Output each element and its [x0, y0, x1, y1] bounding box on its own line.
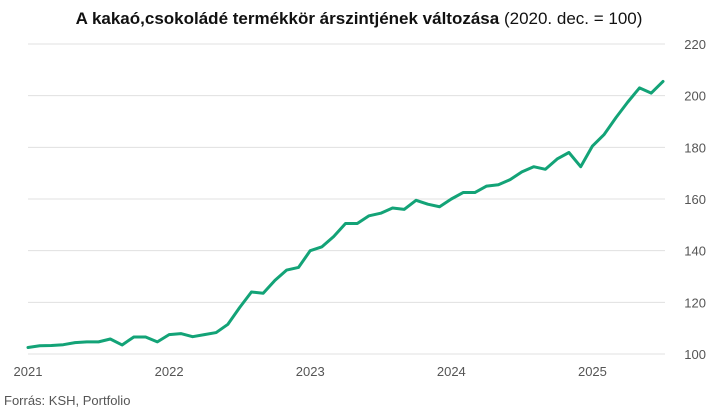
data-point — [661, 80, 665, 83]
data-point — [356, 222, 359, 225]
data-point — [344, 222, 347, 225]
y-axis-tick-labels: 100 120 140 160 180 200 220 — [684, 37, 706, 362]
chart-title: A kakaó,csokoládé termékkör árszintjének… — [0, 9, 718, 29]
data-point — [250, 290, 253, 294]
data-point — [438, 205, 441, 208]
data-point — [450, 197, 453, 201]
data-point — [461, 191, 465, 194]
data-point — [403, 208, 406, 211]
chart-title-base-note: (2020. dec. = 100) — [503, 9, 643, 28]
data-point — [379, 212, 382, 215]
data-point — [167, 333, 171, 336]
data-point — [614, 116, 618, 119]
data-point — [414, 199, 418, 202]
data-point — [214, 331, 218, 334]
data-point — [297, 266, 300, 269]
data-point — [603, 133, 606, 136]
y-tick-label: 160 — [684, 192, 706, 207]
data-point — [320, 245, 324, 248]
data-point — [132, 335, 136, 339]
series-line — [26, 79, 665, 350]
data-point — [591, 144, 594, 148]
data-point — [97, 340, 100, 344]
source-note: Forrás: KSH, Portfolio — [4, 393, 131, 408]
data-point — [261, 292, 265, 295]
x-tick-label: 2021 — [14, 364, 43, 379]
grid-lines — [28, 43, 665, 355]
y-tick-label: 100 — [684, 347, 706, 362]
y-tick-label: 200 — [684, 89, 706, 104]
data-point — [555, 157, 559, 161]
data-point — [50, 344, 53, 347]
x-tick-label: 2022 — [155, 364, 184, 379]
data-point — [508, 178, 512, 181]
y-tick-label: 140 — [684, 244, 706, 259]
data-point — [544, 168, 547, 171]
y-tick-label: 220 — [684, 37, 706, 52]
series-layer — [26, 79, 665, 350]
x-tick-label: 2024 — [437, 364, 466, 379]
data-point — [179, 332, 183, 335]
data-point — [156, 340, 159, 344]
data-point — [273, 279, 277, 282]
data-point — [73, 341, 77, 344]
data-point — [626, 100, 629, 104]
y-tick-label: 120 — [684, 295, 706, 310]
data-point — [285, 268, 288, 272]
data-point — [532, 165, 535, 168]
data-point — [109, 337, 112, 341]
data-point — [638, 86, 641, 90]
data-point — [85, 340, 89, 344]
data-point — [650, 91, 653, 95]
data-point — [191, 335, 194, 338]
x-tick-label: 2025 — [578, 364, 607, 379]
data-point — [203, 333, 206, 336]
x-tick-label: 2023 — [296, 364, 325, 379]
data-point — [391, 206, 394, 210]
data-point — [144, 335, 147, 339]
data-point — [567, 151, 571, 154]
data-point — [309, 249, 312, 252]
data-point — [579, 165, 582, 168]
data-point — [367, 214, 371, 217]
data-point — [120, 343, 124, 347]
data-point — [426, 202, 430, 206]
data-point — [497, 183, 500, 186]
x-axis-tick-labels: 2021 2022 2023 2024 2025 — [14, 364, 607, 379]
data-point — [62, 343, 65, 346]
data-point — [226, 323, 230, 326]
data-point — [332, 235, 335, 238]
chart-title-main: A kakaó,csokoládé termékkör árszintjének… — [75, 9, 500, 28]
data-point — [473, 191, 477, 194]
data-point — [38, 344, 41, 347]
y-tick-label: 180 — [684, 140, 706, 155]
data-point — [26, 346, 30, 349]
data-point — [520, 170, 524, 174]
data-point — [238, 306, 241, 309]
data-point — [485, 184, 488, 188]
